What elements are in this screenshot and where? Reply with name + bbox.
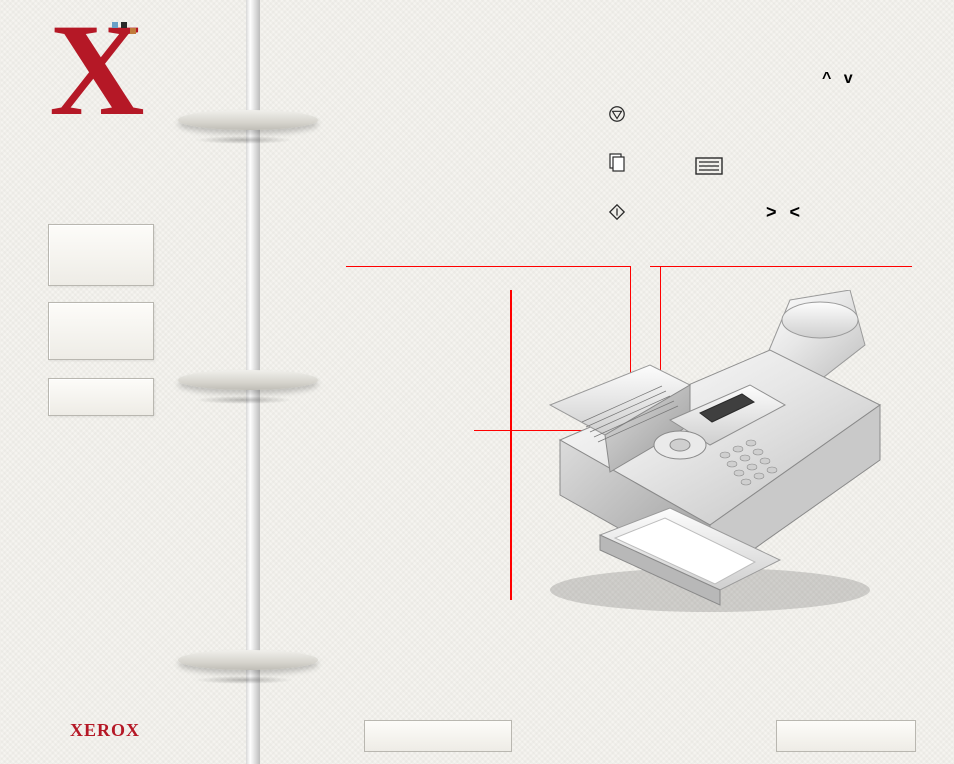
list-icon [694,154,724,178]
logo-pixel-accent [112,22,136,28]
pillar-shelf [178,650,318,686]
stop-icon [605,102,629,126]
left-right-arrows: > < [766,202,804,223]
sidebar-button[interactable] [48,224,154,286]
control-icon-row [605,200,629,224]
printer-illustration [520,290,900,620]
control-icon-row [605,150,629,174]
up-down-arrows: ^ v [822,70,857,88]
brand-logo: X [32,18,162,138]
svg-text:X: X [49,18,144,138]
footer-button[interactable] [776,720,916,752]
brand-wordmark: XEROX [70,720,140,741]
sidebar-button[interactable] [48,302,154,360]
control-icon-row [694,154,724,178]
arrows-lr-text: > < [766,202,804,223]
sidebar-button[interactable] [48,378,154,416]
callout-line [346,266,630,268]
logo-x-icon: X [32,18,162,138]
callout-line [650,266,912,268]
arrows-ud-text: ^ v [822,70,857,88]
control-icon-row [605,102,629,126]
start-icon [605,200,629,224]
callout-line [510,290,513,600]
pillar-shelf [178,370,318,406]
footer-button[interactable] [364,720,512,752]
document-icon [605,150,629,174]
pillar-shelf [178,110,318,146]
